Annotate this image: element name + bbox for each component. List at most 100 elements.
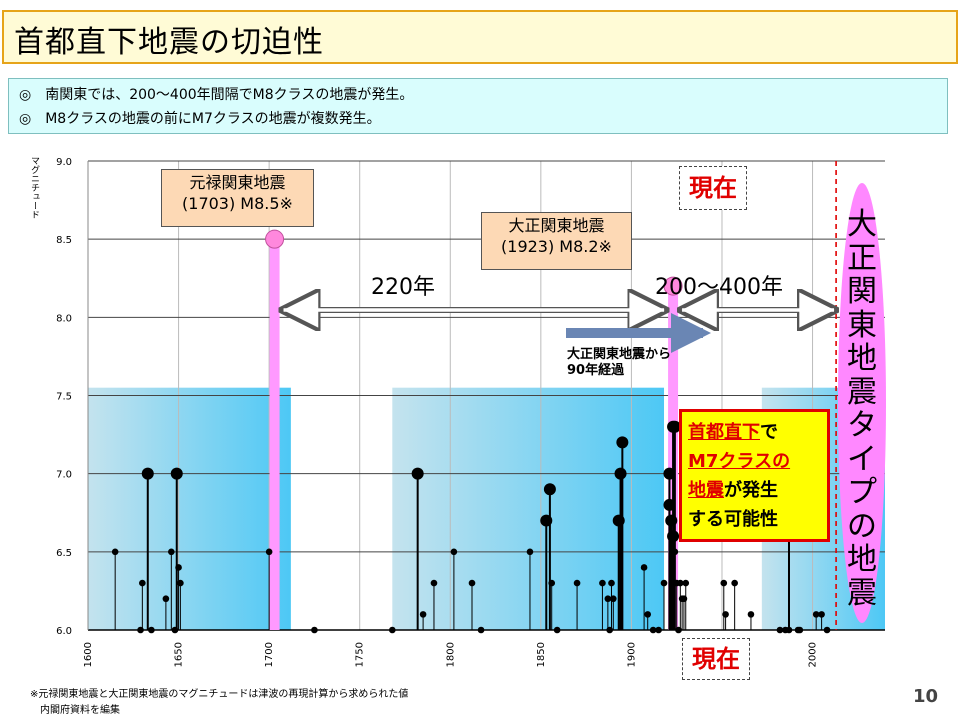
event-dot: [747, 611, 755, 618]
y-tick-label: 6.5: [56, 548, 72, 559]
now-label-bottom: 現在: [682, 638, 750, 680]
genroku-callout: 元禄関東地震 (1703) M8.5※: [161, 169, 314, 227]
note-line-1: ◎ 南関東では、200～400年間隔でM8クラスの地震が発生。: [19, 87, 414, 103]
event-dot: [265, 548, 273, 556]
taisho-detail: (1923) M8.2※: [501, 237, 612, 256]
x-tick-label: 1650: [174, 642, 185, 667]
note-line-2: ◎ M8クラスの地震の前にM7クラスの地震が複数発生。: [19, 111, 381, 127]
risk-part-1: 首都直下: [688, 422, 760, 443]
y-tick-label: 7.5: [56, 392, 72, 403]
event-dot: [796, 626, 804, 634]
event-dot: [311, 626, 318, 634]
title-bar: 首都直下地震の切迫性: [2, 10, 958, 64]
elapsed-line-1: 大正関東地震から: [567, 347, 672, 362]
y-axis-label: マグニチュード: [29, 156, 40, 219]
y-tick-label: 8.0: [56, 313, 72, 324]
event-dot: [411, 467, 424, 480]
event-dot: [111, 548, 119, 556]
x-tick-label: 1800: [445, 642, 456, 667]
future-quake-oval: [838, 183, 886, 623]
elapsed-line-2: 90年経過: [567, 363, 625, 378]
now-label-top: 現在: [679, 166, 747, 210]
event-dot: [450, 548, 458, 556]
taisho-name: 大正関東地震: [508, 216, 605, 235]
event-dot: [671, 548, 679, 556]
y-tick-label: 9.0: [56, 157, 72, 168]
y-tick-label: 8.5: [56, 235, 72, 246]
x-tick-label: 1900: [626, 642, 637, 667]
event-dot: [139, 579, 146, 587]
event-dot: [682, 579, 690, 587]
x-tick-label: 1600: [83, 642, 94, 667]
great-quake-stem: [269, 239, 280, 630]
y-tick-label: 7.0: [56, 470, 72, 481]
genroku-name: 元禄関東地震: [189, 173, 286, 192]
genroku-detail: (1703) M8.5※: [182, 194, 293, 213]
risk-part-6: する可能性: [688, 509, 778, 530]
event-dot: [776, 626, 784, 634]
event-dot: [477, 626, 485, 634]
event-dot: [175, 564, 182, 571]
x-tick-label: 1750: [355, 642, 366, 667]
x-tick-label: 2000: [808, 642, 819, 667]
event-dot: [599, 579, 606, 587]
future-quake-label: 大正関東地震タイプの地震: [847, 207, 877, 611]
event-dot: [614, 467, 627, 480]
risk-box: 首都直下で M7クラスの 地震が発生 する可能性: [679, 409, 830, 542]
event-dot: [823, 626, 831, 634]
x-tick-label: 1700: [264, 642, 275, 667]
great-quake-dot: [265, 229, 285, 249]
event-dot: [608, 579, 615, 587]
page-number: 10: [912, 686, 938, 707]
event-dot: [720, 579, 728, 587]
summary-notes: ◎ 南関東では、200～400年間隔でM8クラスの地震が発生。 ◎ M8クラスの…: [8, 78, 948, 134]
interval-label-200-400: 200～400年: [655, 275, 783, 300]
quiet-band: [88, 387, 291, 630]
event-dot: [616, 436, 629, 449]
event-dot: [640, 564, 648, 571]
event-dot: [649, 626, 657, 634]
elapsed-note: 大正関東地震から 90年経過: [567, 347, 671, 379]
event-dot: [170, 467, 183, 480]
event-dot: [609, 595, 617, 603]
event-dot: [141, 467, 154, 480]
event-dot: [812, 611, 820, 618]
interval-label-220: 220年: [371, 275, 435, 300]
event-dot: [419, 611, 427, 618]
y-tick-label: 6.0: [56, 626, 72, 637]
event-dot: [548, 579, 556, 587]
event-dot: [604, 595, 612, 603]
event-dot: [389, 626, 396, 634]
event-dot: [553, 626, 561, 634]
footnote-magnitude: ※元禄関東地震と大正関東地震のマグニチュードは津波の再現計算から求められた値: [30, 689, 409, 700]
interval-arrows: [283, 310, 835, 353]
event-dot: [722, 611, 729, 618]
event-dot: [168, 548, 175, 556]
event-dot: [668, 420, 681, 433]
event-dot: [526, 548, 534, 556]
event-dot: [430, 579, 438, 587]
risk-part-5: が発生: [724, 480, 778, 501]
event-dot: [468, 579, 476, 587]
taisho-callout: 大正関東地震 (1923) M8.2※: [481, 212, 632, 270]
risk-part-3: M7クラスの: [688, 451, 791, 472]
event-dot: [655, 626, 662, 634]
event-dot: [660, 579, 668, 587]
x-tick-label: 1850: [536, 642, 547, 667]
event-dot: [148, 626, 155, 634]
event-dot: [818, 611, 825, 618]
event-dot: [667, 530, 680, 543]
event-dot: [644, 611, 652, 618]
risk-part-2: で: [760, 422, 778, 443]
event-dot: [731, 579, 738, 587]
event-dot: [177, 579, 184, 587]
event-dot: [543, 483, 556, 496]
risk-part-4: 地震: [688, 480, 724, 501]
page-title: 首都直下地震の切迫性: [14, 25, 324, 60]
event-dot: [573, 579, 581, 587]
event-dot: [677, 579, 684, 587]
footnote-source: 内閣府資料を編集: [40, 705, 120, 716]
event-dot: [162, 595, 170, 603]
earthquake-events: [111, 420, 831, 634]
